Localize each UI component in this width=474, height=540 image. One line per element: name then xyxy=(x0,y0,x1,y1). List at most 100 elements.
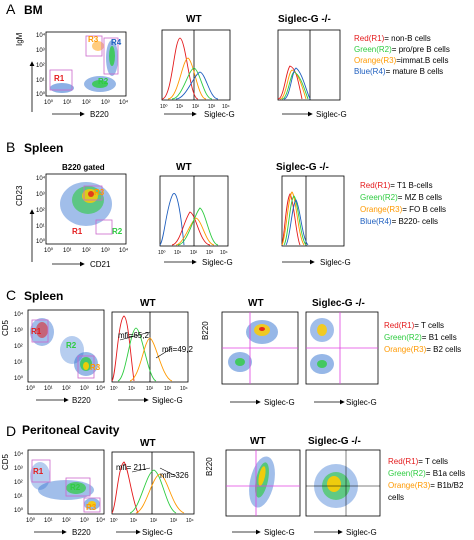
y-tick: 10³ xyxy=(36,48,45,54)
x-tick: 10³ xyxy=(206,250,214,256)
x-axis-label: Siglec-G xyxy=(346,398,377,407)
gate-label-r3: R3 xyxy=(86,503,97,512)
curve-green xyxy=(129,469,177,514)
y-tick: 10⁴ xyxy=(36,32,46,39)
y-tick: 10⁴ xyxy=(14,311,24,318)
y-tick: 10¹ xyxy=(36,224,45,230)
y-tick: 10¹ xyxy=(36,78,45,84)
panel-letter: C xyxy=(6,287,16,303)
x-tick: 10¹ xyxy=(44,518,53,524)
y-tick: 10³ xyxy=(14,466,23,472)
histogram-a-wt: WT Siglec-G 10⁰ 10¹ 10² 10³ 10⁴ xyxy=(160,14,235,119)
curve-orange xyxy=(135,473,185,514)
plot-title: Siglec-G -/- xyxy=(308,436,361,447)
curve-blue xyxy=(175,71,219,100)
x-tick-labels: 10⁰ 10¹ 10² 10³ 10⁴ xyxy=(44,247,129,254)
x-tick: 10² xyxy=(82,100,91,106)
plot-frame xyxy=(305,449,381,517)
x-tick: 10⁴ xyxy=(186,518,194,524)
dot-plot-a: IgM 10⁴ 10³ 10² 10¹ 10⁰ R1 R2 R3 xyxy=(15,31,129,119)
x-axis-label: CD21 xyxy=(90,260,111,269)
gate-box xyxy=(31,459,51,483)
x-tick: 10³ xyxy=(164,386,172,392)
panel-c: C Spleen CD5 10⁴ 10³ 10² 10¹ 10⁰ R1 xyxy=(1,287,461,407)
gate-box xyxy=(83,497,101,513)
x-axis-label: Siglec-G xyxy=(316,110,347,119)
x-tick: 10⁰ xyxy=(160,104,168,110)
x-tick: 10⁰ xyxy=(44,99,54,106)
legend-c: Red(R1)= T cells Green(R2)= B1 cells Ora… xyxy=(384,321,461,354)
gate-label-r3: R3 xyxy=(90,363,101,372)
legend-item: cells xyxy=(388,493,404,502)
legend-item: Red(R1)= non-B cells xyxy=(354,34,431,43)
legend-a: Red(R1)= non-B cells Green(R2)= pro/pre … xyxy=(354,34,450,76)
histogram-title: Siglec-G -/- xyxy=(276,162,329,173)
y-tick: 10⁰ xyxy=(36,238,46,245)
plot-title: Siglec-G -/- xyxy=(312,298,365,309)
curve-orange xyxy=(175,217,215,246)
x-axis-label: B220 xyxy=(72,396,91,405)
x-tick: 10² xyxy=(82,248,91,254)
panel-a: A BM IgM 10⁴ 10³ 10² 10¹ 10⁰ xyxy=(6,1,450,119)
curve-blue xyxy=(159,193,185,246)
plot-frame xyxy=(111,451,195,515)
x-tick: 10⁴ xyxy=(96,385,106,392)
curve-orange xyxy=(167,57,207,100)
legend-item: Red(R1)= T cells xyxy=(384,321,444,330)
plot-frame xyxy=(281,175,345,247)
mfi-pointer xyxy=(119,331,151,341)
mfi-pointer xyxy=(131,467,151,473)
curve-orange xyxy=(281,191,305,246)
legend-item: Orange(R3)= B2 cells xyxy=(384,345,461,354)
x-tick: 10⁰ xyxy=(158,250,166,256)
legend-item: Orange(R3)=immat.B cells xyxy=(354,56,448,65)
x-tick: 10¹ xyxy=(128,386,136,392)
curve-blue xyxy=(283,67,311,100)
y-axis-label: CD5 xyxy=(1,453,10,470)
histogram-title: WT xyxy=(186,14,202,25)
x-tick: 10⁴ xyxy=(220,250,228,256)
plot-frame xyxy=(277,29,341,101)
x-axis-label: Siglec-G xyxy=(264,398,295,407)
y-tick: 10² xyxy=(36,63,45,69)
gate-box xyxy=(103,37,119,75)
panel-b: B Spleen B220 gated CD23 10⁴ 10³ 10² 10¹… xyxy=(6,139,446,269)
x-tick: 10² xyxy=(192,104,200,110)
gate-label-r1: R1 xyxy=(54,74,65,83)
plot-frame xyxy=(45,173,127,245)
x-axis-label: Siglec-G xyxy=(142,528,173,537)
panel-letter: B xyxy=(6,139,15,155)
curve-green xyxy=(281,71,309,100)
x-tick: 10³ xyxy=(170,518,178,524)
gate-label-r4: R4 xyxy=(111,38,122,47)
x-tick: 10³ xyxy=(80,518,89,524)
x-tick: 10² xyxy=(146,386,154,392)
legend-item: Orange(R3)= FO B cells xyxy=(360,205,446,214)
y-tick: 10⁰ xyxy=(14,375,24,382)
y-tick: 10² xyxy=(14,344,23,350)
curve-green xyxy=(283,195,307,246)
x-tick: 10¹ xyxy=(63,248,72,254)
y-tick-labels: 10⁴ 10³ 10² 10¹ 10⁰ xyxy=(14,451,24,514)
panel-letter: A xyxy=(6,1,16,17)
panel-title: BM xyxy=(24,3,43,17)
gate-label-r3: R3 xyxy=(88,35,99,44)
x-tick: 10² xyxy=(62,518,71,524)
mfi-pointer xyxy=(155,347,173,359)
y-tick-labels: 10⁴ 10³ 10² 10¹ 10⁰ xyxy=(36,32,46,98)
mfi-label: mfi= 211 xyxy=(116,463,147,472)
gate-label-r2: R2 xyxy=(98,77,109,86)
y-tick: 10⁰ xyxy=(36,91,46,98)
y-tick: 10² xyxy=(36,208,45,214)
x-axis-label: Siglec-G xyxy=(152,396,183,405)
dot-plot-d: CD5 10⁴ 10³ 10² 10¹ 10⁰ R1 R2 R3 xyxy=(1,449,106,537)
gate-label-r1: R1 xyxy=(33,467,44,476)
legend-item: Green(R2)= pro/pre B cells xyxy=(354,45,450,54)
y-tick: 10³ xyxy=(14,328,23,334)
legend-item: Orange(R3)= B1b/B2 xyxy=(388,481,464,490)
plot-frame xyxy=(27,449,105,515)
gate-label-r1: R1 xyxy=(31,327,42,336)
x-axis-label: Siglec-G xyxy=(264,528,295,537)
gate-box xyxy=(65,477,91,497)
